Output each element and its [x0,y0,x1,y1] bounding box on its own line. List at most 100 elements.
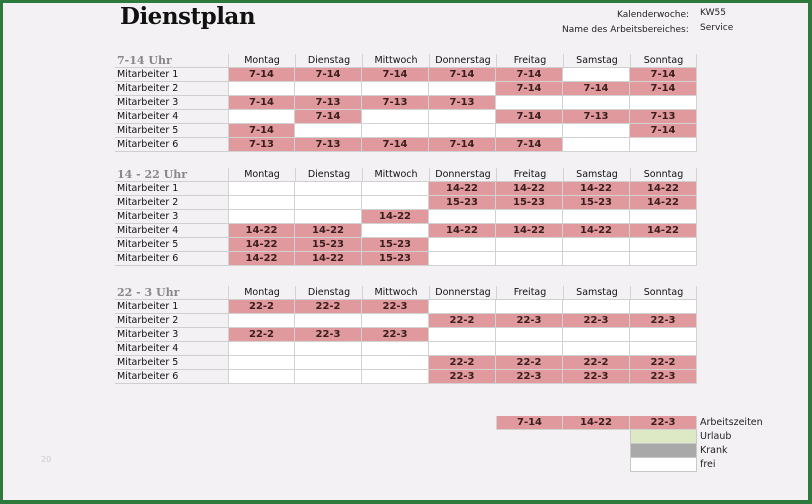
shift-cell[interactable] [429,300,496,314]
shift-cell[interactable]: 22-2 [228,328,295,342]
shift-cell[interactable] [496,210,563,224]
shift-cell[interactable] [429,82,496,96]
shift-cell[interactable] [630,96,697,110]
shift-cell[interactable]: 14-22 [630,182,697,196]
shift-cell[interactable] [563,238,630,252]
shift-cell[interactable] [563,124,630,138]
shift-cell[interactable] [496,96,563,110]
shift-cell[interactable]: 15-23 [563,196,630,210]
shift-cell[interactable]: 22-2 [295,300,362,314]
shift-cell[interactable] [496,238,563,252]
shift-cell[interactable] [228,210,295,224]
shift-cell[interactable] [496,342,563,356]
shift-cell[interactable]: 7-13 [630,110,697,124]
shift-cell[interactable] [228,110,295,124]
shift-cell[interactable] [295,210,362,224]
shift-cell[interactable] [228,342,295,356]
shift-cell[interactable]: 22-3 [362,328,429,342]
shift-cell[interactable] [362,82,429,96]
shift-cell[interactable] [563,68,630,82]
shift-cell[interactable]: 14-22 [228,224,295,238]
shift-cell[interactable] [429,110,496,124]
shift-cell[interactable]: 14-22 [429,182,496,196]
shift-cell[interactable]: 7-13 [228,138,295,152]
shift-cell[interactable] [295,370,362,384]
shift-cell[interactable] [295,356,362,370]
shift-cell[interactable]: 14-22 [228,252,295,266]
shift-cell[interactable]: 22-2 [496,356,563,370]
shift-cell[interactable]: 22-3 [630,370,697,384]
shift-cell[interactable]: 14-22 [228,238,295,252]
shift-cell[interactable]: 14-22 [496,182,563,196]
shift-cell[interactable]: 7-14 [496,110,563,124]
shift-cell[interactable] [362,196,429,210]
shift-cell[interactable]: 7-14 [496,138,563,152]
shift-cell[interactable] [429,238,496,252]
shift-cell[interactable] [429,210,496,224]
shift-cell[interactable]: 7-14 [362,138,429,152]
shift-cell[interactable]: 14-22 [630,196,697,210]
shift-cell[interactable] [630,238,697,252]
shift-cell[interactable]: 14-22 [496,224,563,238]
shift-cell[interactable] [630,342,697,356]
shift-cell[interactable]: 7-14 [295,110,362,124]
shift-cell[interactable]: 22-3 [429,370,496,384]
shift-cell[interactable] [630,300,697,314]
shift-cell[interactable] [429,252,496,266]
shift-cell[interactable] [362,342,429,356]
shift-cell[interactable] [429,328,496,342]
shift-cell[interactable] [228,356,295,370]
shift-cell[interactable]: 22-3 [630,314,697,328]
shift-cell[interactable] [496,124,563,138]
shift-cell[interactable] [429,124,496,138]
shift-cell[interactable]: 7-13 [362,96,429,110]
shift-cell[interactable]: 22-2 [429,356,496,370]
shift-cell[interactable]: 14-22 [295,252,362,266]
shift-cell[interactable] [563,138,630,152]
shift-cell[interactable] [295,196,362,210]
shift-cell[interactable] [295,182,362,196]
shift-cell[interactable] [362,124,429,138]
shift-cell[interactable]: 7-13 [563,110,630,124]
shift-cell[interactable] [295,124,362,138]
shift-cell[interactable]: 7-14 [496,68,563,82]
shift-cell[interactable] [362,314,429,328]
shift-cell[interactable]: 7-14 [630,82,697,96]
shift-cell[interactable] [228,370,295,384]
shift-cell[interactable]: 7-13 [429,96,496,110]
shift-cell[interactable] [496,300,563,314]
shift-cell[interactable] [563,342,630,356]
shift-cell[interactable]: 22-3 [563,314,630,328]
shift-cell[interactable] [295,342,362,356]
shift-cell[interactable] [362,110,429,124]
shift-cell[interactable]: 22-2 [429,314,496,328]
shift-cell[interactable]: 7-14 [630,124,697,138]
shift-cell[interactable] [362,224,429,238]
shift-cell[interactable]: 22-3 [496,314,563,328]
shift-cell[interactable]: 14-22 [563,182,630,196]
shift-cell[interactable]: 7-14 [496,82,563,96]
shift-cell[interactable] [630,252,697,266]
shift-cell[interactable] [362,182,429,196]
shift-cell[interactable]: 7-14 [228,96,295,110]
shift-cell[interactable]: 22-2 [228,300,295,314]
shift-cell[interactable]: 7-14 [563,82,630,96]
shift-cell[interactable]: 15-23 [362,252,429,266]
shift-cell[interactable]: 22-3 [563,370,630,384]
shift-cell[interactable] [563,252,630,266]
shift-cell[interactable]: 15-23 [429,196,496,210]
shift-cell[interactable]: 7-14 [630,68,697,82]
shift-cell[interactable] [228,82,295,96]
shift-cell[interactable] [563,210,630,224]
shift-cell[interactable] [228,196,295,210]
shift-cell[interactable]: 7-13 [295,138,362,152]
shift-cell[interactable]: 22-3 [496,370,563,384]
shift-cell[interactable] [563,300,630,314]
shift-cell[interactable]: 14-22 [563,224,630,238]
shift-cell[interactable]: 7-14 [429,68,496,82]
shift-cell[interactable]: 22-2 [563,356,630,370]
shift-cell[interactable] [630,210,697,224]
shift-cell[interactable]: 7-14 [228,124,295,138]
shift-cell[interactable] [563,96,630,110]
shift-cell[interactable]: 7-13 [295,96,362,110]
